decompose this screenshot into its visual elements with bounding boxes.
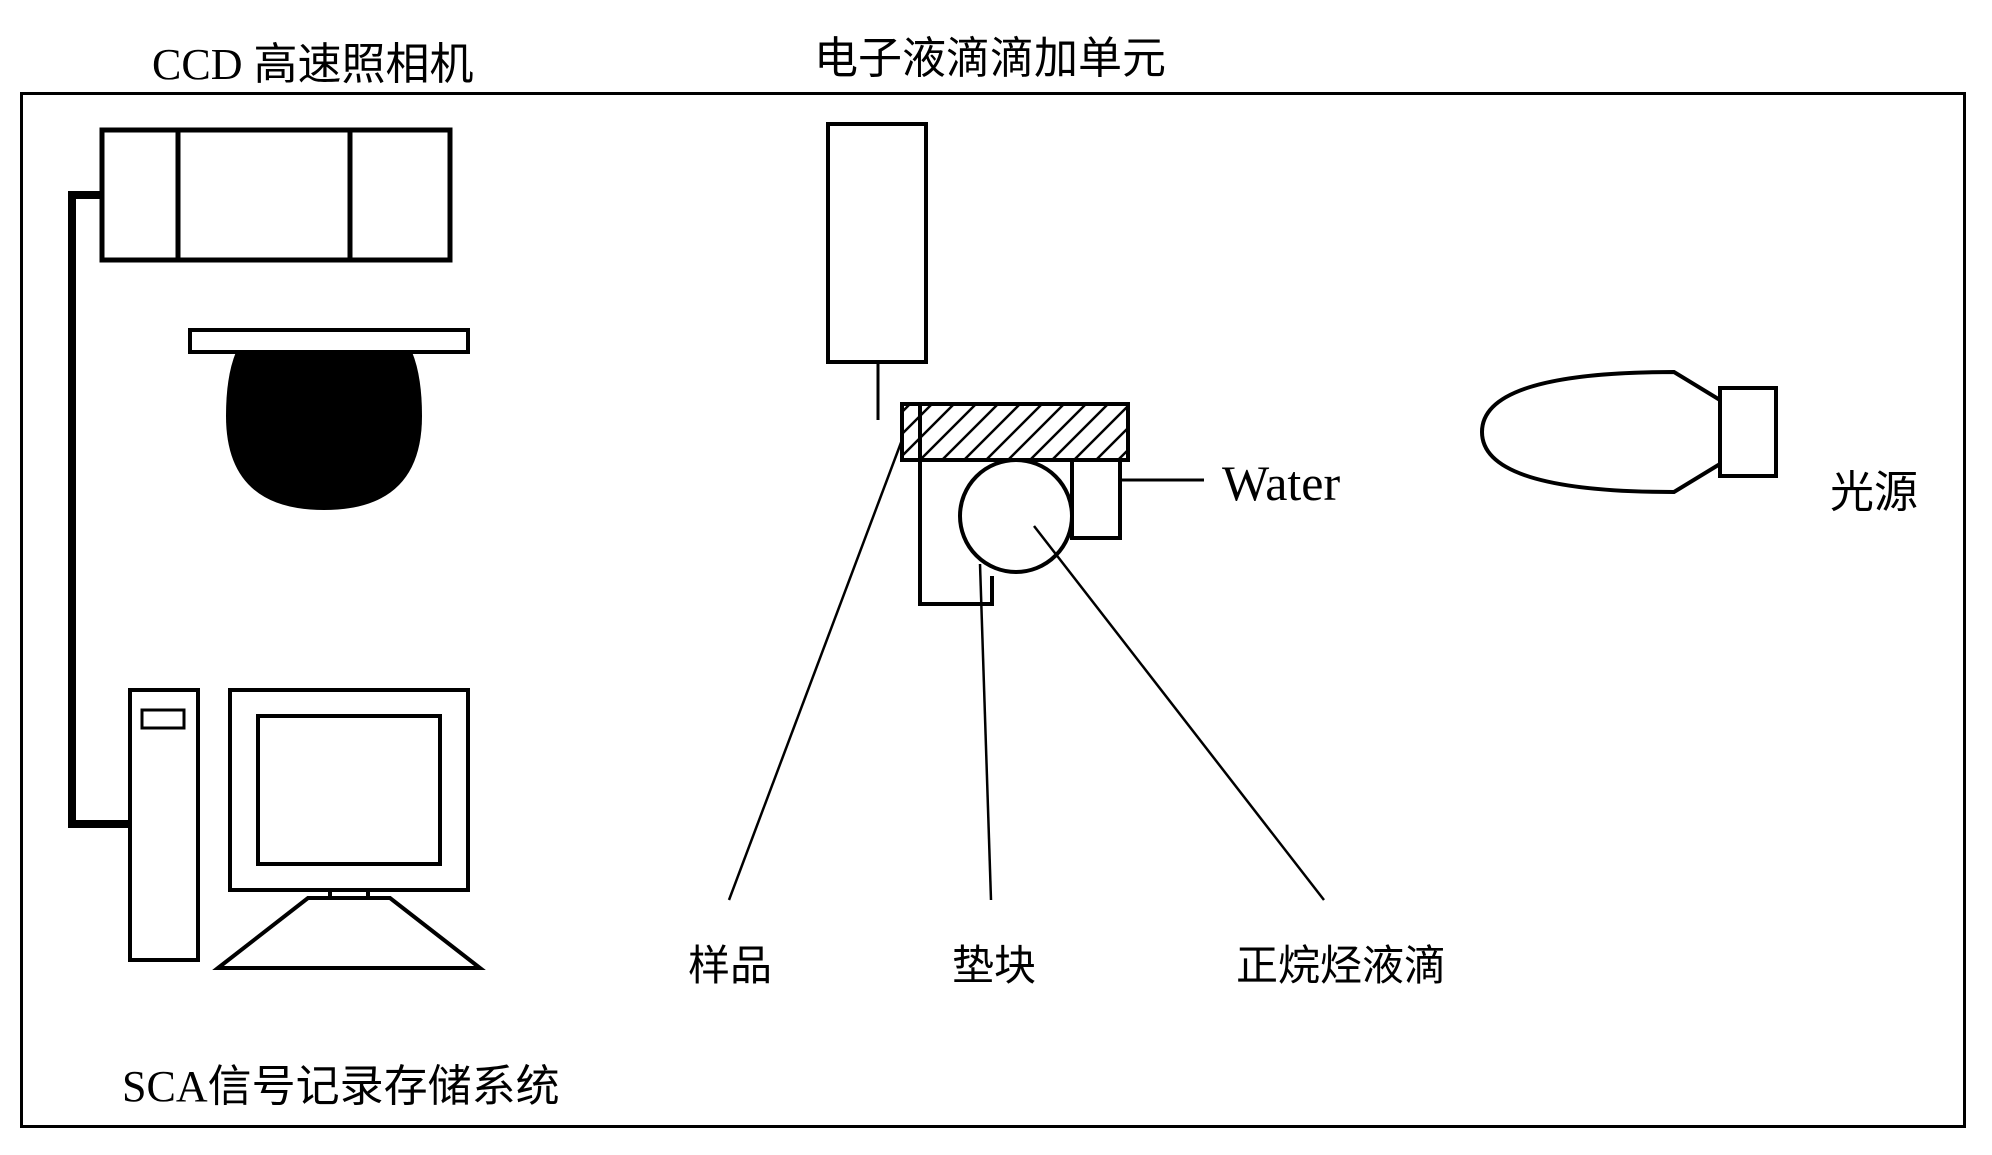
label-light-source: 光源 <box>1830 456 1918 520</box>
label-ccd-camera: CCD 高速照相机 <box>152 28 473 92</box>
label-block: 垫块 <box>952 932 1036 993</box>
label-sample: 样品 <box>688 932 772 993</box>
label-water: Water <box>1222 454 1340 512</box>
label-droplet-unit: 电子液滴滴加单元 <box>814 22 1166 86</box>
label-alkane: 正烷烃液滴 <box>1236 932 1446 993</box>
label-sca-system: SCA信号记录存储系统 <box>122 1050 560 1114</box>
